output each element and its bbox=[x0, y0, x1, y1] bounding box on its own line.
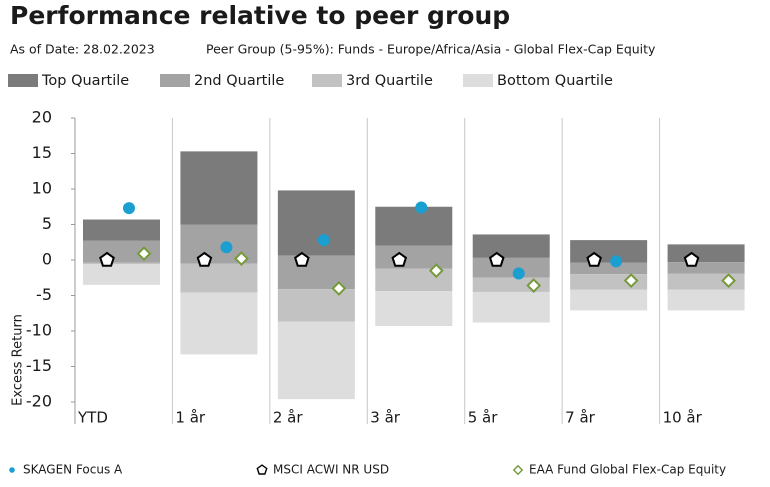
quartile-box bbox=[180, 292, 258, 355]
legend-label: 3rd Quartile bbox=[346, 73, 433, 89]
quartile-box bbox=[570, 289, 648, 311]
y-tick-label: -15 bbox=[26, 356, 52, 375]
x-tick-label: 7 år bbox=[565, 409, 596, 427]
y-tick-label: -20 bbox=[26, 392, 52, 411]
quartile-box bbox=[375, 245, 453, 269]
quartile-box bbox=[83, 264, 160, 285]
legend-label: MSCI ACWI NR USD bbox=[273, 463, 389, 477]
point bbox=[294, 251, 310, 267]
point bbox=[526, 278, 542, 293]
quartile-box bbox=[277, 289, 355, 322]
y-axis-label: Excess Return bbox=[11, 314, 26, 406]
point bbox=[331, 280, 347, 296]
quartile-box bbox=[375, 291, 453, 327]
legend-swatch bbox=[160, 74, 190, 87]
y-tick-label: 20 bbox=[32, 108, 52, 127]
point bbox=[623, 273, 639, 289]
point bbox=[415, 201, 428, 214]
quartile-box bbox=[180, 263, 258, 293]
quartile-box bbox=[277, 321, 355, 400]
x-tick-label: 3 år bbox=[370, 409, 401, 427]
quartile-box bbox=[83, 262, 160, 265]
point bbox=[428, 263, 444, 279]
quartile-box bbox=[180, 151, 258, 225]
point bbox=[721, 273, 736, 289]
quartile-box bbox=[375, 206, 453, 246]
point bbox=[683, 251, 700, 267]
y-tick-label: 10 bbox=[32, 179, 52, 198]
x-tick-label: YTD bbox=[77, 409, 108, 427]
legend-label: Bottom Quartile bbox=[497, 73, 613, 89]
legend-marker bbox=[256, 464, 268, 475]
point bbox=[99, 251, 115, 267]
as-of-date: As of Date: 28.02.2023 bbox=[10, 42, 155, 57]
chart-title: Performance relative to peer group bbox=[10, 1, 510, 30]
quartile-box bbox=[472, 257, 550, 278]
point bbox=[196, 251, 213, 267]
point bbox=[136, 246, 152, 262]
y-tick-label: 0 bbox=[42, 250, 52, 269]
legend-swatch bbox=[463, 74, 493, 87]
y-tick-label: -10 bbox=[26, 321, 52, 340]
x-tick-label: 5 år bbox=[468, 409, 499, 427]
legend-swatch bbox=[312, 74, 342, 87]
quartile-box bbox=[83, 219, 160, 241]
point bbox=[488, 251, 505, 267]
legend-label: 2nd Quartile bbox=[194, 73, 284, 89]
quartile-box bbox=[472, 234, 550, 258]
point bbox=[512, 267, 525, 280]
point bbox=[610, 255, 623, 268]
point bbox=[317, 234, 330, 247]
quartile-box bbox=[667, 262, 745, 274]
point bbox=[586, 251, 602, 267]
legend-swatch bbox=[8, 74, 38, 87]
x-tick-label: 1 år bbox=[175, 409, 206, 427]
y-tick-label: 15 bbox=[32, 143, 52, 162]
peer-group: Peer Group (5-95%): Funds - Europe/Afric… bbox=[206, 42, 656, 57]
quartile-box bbox=[277, 255, 355, 290]
legend-marker bbox=[9, 467, 15, 473]
quartile-box bbox=[472, 291, 550, 323]
point bbox=[391, 251, 408, 267]
x-tick-label: 10 år bbox=[663, 409, 703, 427]
legend-label: SKAGEN Focus A bbox=[23, 463, 123, 477]
quartile-box bbox=[570, 240, 648, 263]
point bbox=[123, 202, 135, 215]
quartile-box bbox=[277, 190, 355, 256]
quartile-box bbox=[570, 262, 648, 275]
legend-label: Top Quartile bbox=[41, 73, 129, 89]
y-tick-label: 5 bbox=[42, 214, 52, 233]
legend-marker bbox=[512, 464, 524, 476]
y-tick-label: -5 bbox=[36, 285, 52, 304]
legend-label: EAA Fund Global Flex-Cap Equity bbox=[529, 463, 726, 477]
quartile-box bbox=[667, 244, 745, 263]
point bbox=[234, 251, 249, 266]
quartile-box bbox=[667, 289, 745, 311]
point bbox=[220, 241, 233, 254]
x-tick-label: 2 år bbox=[273, 409, 304, 427]
